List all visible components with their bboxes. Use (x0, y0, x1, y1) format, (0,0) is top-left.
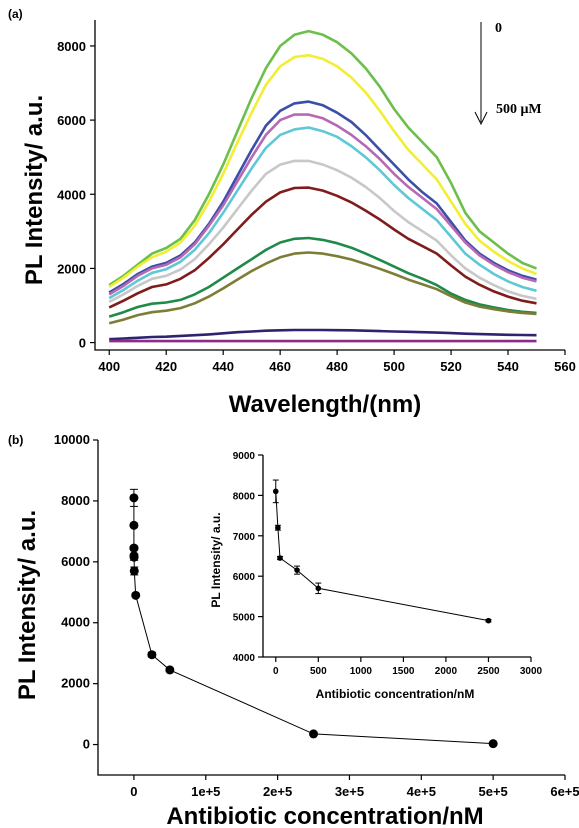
y-tick-label: 2000 (57, 261, 86, 276)
arrow-end-label: 500 μM (496, 102, 542, 117)
data-point (485, 617, 492, 624)
x-tick-label: 480 (326, 359, 348, 374)
data-point (272, 488, 279, 495)
data-point (129, 493, 139, 503)
spectrum-line-2 (108, 53, 537, 289)
x-tick-label: 460 (269, 359, 291, 374)
concentration-arrow-head (474, 111, 488, 126)
spectrum-line-1 (108, 29, 537, 287)
x-tick-label: 2500 (477, 666, 500, 677)
x-tick-label: 5e+5 (479, 784, 508, 799)
y-tick-label: 5000 (233, 613, 256, 624)
panel-b-points (129, 488, 498, 749)
data-point (147, 650, 157, 660)
panel-a-y-axis-label: PL Intensity/ a.u. (21, 95, 48, 285)
y-tick-label: 6000 (61, 554, 90, 569)
x-tick-label: 500 (383, 359, 405, 374)
x-tick-label: 440 (212, 359, 234, 374)
inset-points (272, 479, 492, 624)
x-tick-label: 1000 (350, 666, 373, 677)
y-tick-label: 0 (83, 737, 90, 752)
panel-a: (a) 400 420 440 460 480 500 520 540 560 0 2000 400… (8, 7, 576, 418)
panel-a-x-axis-label: Wavelength/(nm) (229, 391, 421, 418)
x-tick-label: 0 (130, 784, 137, 799)
spectrum-line-6 (108, 159, 537, 303)
panel-b-x-axis-label: Antibiotic concentration/nM (166, 803, 483, 828)
x-tick-label: 560 (554, 359, 576, 374)
panel-b-x-ticks: 0 1e+5 2e+5 3e+5 4e+5 5e+5 6e+5 (130, 775, 579, 799)
data-point (277, 555, 283, 561)
data-point (315, 585, 322, 592)
y-tick-label: 7000 (233, 532, 256, 543)
panel-a-curves (108, 29, 537, 343)
inset-x-ticks: 0 500 1000 1500 2000 2500 3000 (273, 657, 543, 677)
x-tick-label: 1500 (392, 666, 415, 677)
inset-connector-line (275, 491, 489, 622)
y-tick-label: 8000 (61, 493, 90, 508)
x-tick-label: 4e+5 (407, 784, 436, 799)
inset-y-ticks: 4000 5000 6000 7000 8000 9000 (233, 451, 263, 664)
y-tick-label: 8000 (57, 39, 86, 54)
y-tick-label: 10000 (54, 432, 90, 447)
data-connector (275, 491, 489, 622)
y-tick-label: 6000 (233, 572, 256, 583)
spectrum-line-7 (108, 186, 537, 309)
panel-b-connector-line (133, 497, 494, 745)
data-point (275, 524, 281, 531)
spectrum-line-4 (108, 113, 537, 296)
data-point (129, 543, 139, 553)
x-tick-label: 500 (310, 666, 327, 677)
panel-b-inset: 0 500 1000 1500 2000 2500 3000 4000 5000 6000 700… (209, 451, 543, 701)
x-tick-label: 6e+5 (550, 784, 579, 799)
x-tick-label: 0 (273, 666, 279, 677)
x-tick-label: 420 (155, 359, 177, 374)
spectrum-line-5 (108, 126, 537, 300)
y-tick-label: 4000 (233, 653, 256, 664)
x-tick-label: 2000 (435, 666, 458, 677)
x-tick-label: 3e+5 (335, 784, 364, 799)
spectrum-line-9 (108, 251, 537, 325)
x-tick-label: 3000 (520, 666, 543, 677)
inset-y-axis-label: PL Intensity/ a.u. (209, 512, 223, 607)
arrow-start-label: 0 (495, 21, 502, 36)
data-point (129, 566, 139, 576)
spectrum-line-10 (109, 328, 537, 341)
spectrum-line-8 (108, 236, 537, 318)
y-tick-label: 4000 (57, 187, 86, 202)
data-point (294, 567, 300, 573)
x-tick-label: 1e+5 (191, 784, 220, 799)
data-point (488, 739, 498, 749)
y-tick-label: 6000 (57, 113, 86, 128)
inset-axes (262, 455, 531, 658)
x-tick-label: 400 (98, 359, 120, 374)
y-tick-label: 0 (79, 336, 86, 351)
data-point (129, 520, 139, 530)
panel-a-label: (a) (8, 7, 23, 21)
x-tick-label: 520 (440, 359, 462, 374)
y-tick-label: 9000 (233, 451, 256, 462)
panel-b-label: (b) (8, 433, 23, 447)
y-tick-label: 2000 (61, 676, 90, 691)
data-point (165, 665, 175, 675)
panel-b-axes (97, 440, 565, 776)
x-tick-label: 540 (497, 359, 519, 374)
panel-b-y-ticks: 0 2000 4000 6000 8000 10000 (54, 432, 98, 752)
x-tick-label: 2e+5 (263, 784, 292, 799)
panel-b: (b) 0 1e+5 2e+5 3e+5 4e+5 5e+5 6e+5 0 2000 4000 6… (8, 432, 579, 828)
data-connector (133, 497, 494, 745)
panel-a-axes (94, 20, 565, 351)
data-point (131, 590, 141, 600)
panel-a-y-ticks: 0 2000 4000 6000 8000 (57, 39, 95, 351)
y-tick-label: 8000 (233, 491, 256, 502)
data-point (129, 552, 139, 562)
panel-a-x-ticks: 400 420 440 460 480 500 520 540 560 (98, 350, 576, 374)
panel-b-y-axis-label: PL Intensity/ a.u. (14, 510, 41, 700)
inset-x-axis-label: Antibiotic concentration/nM (316, 687, 475, 701)
y-tick-label: 4000 (61, 615, 90, 630)
data-point (309, 729, 319, 739)
